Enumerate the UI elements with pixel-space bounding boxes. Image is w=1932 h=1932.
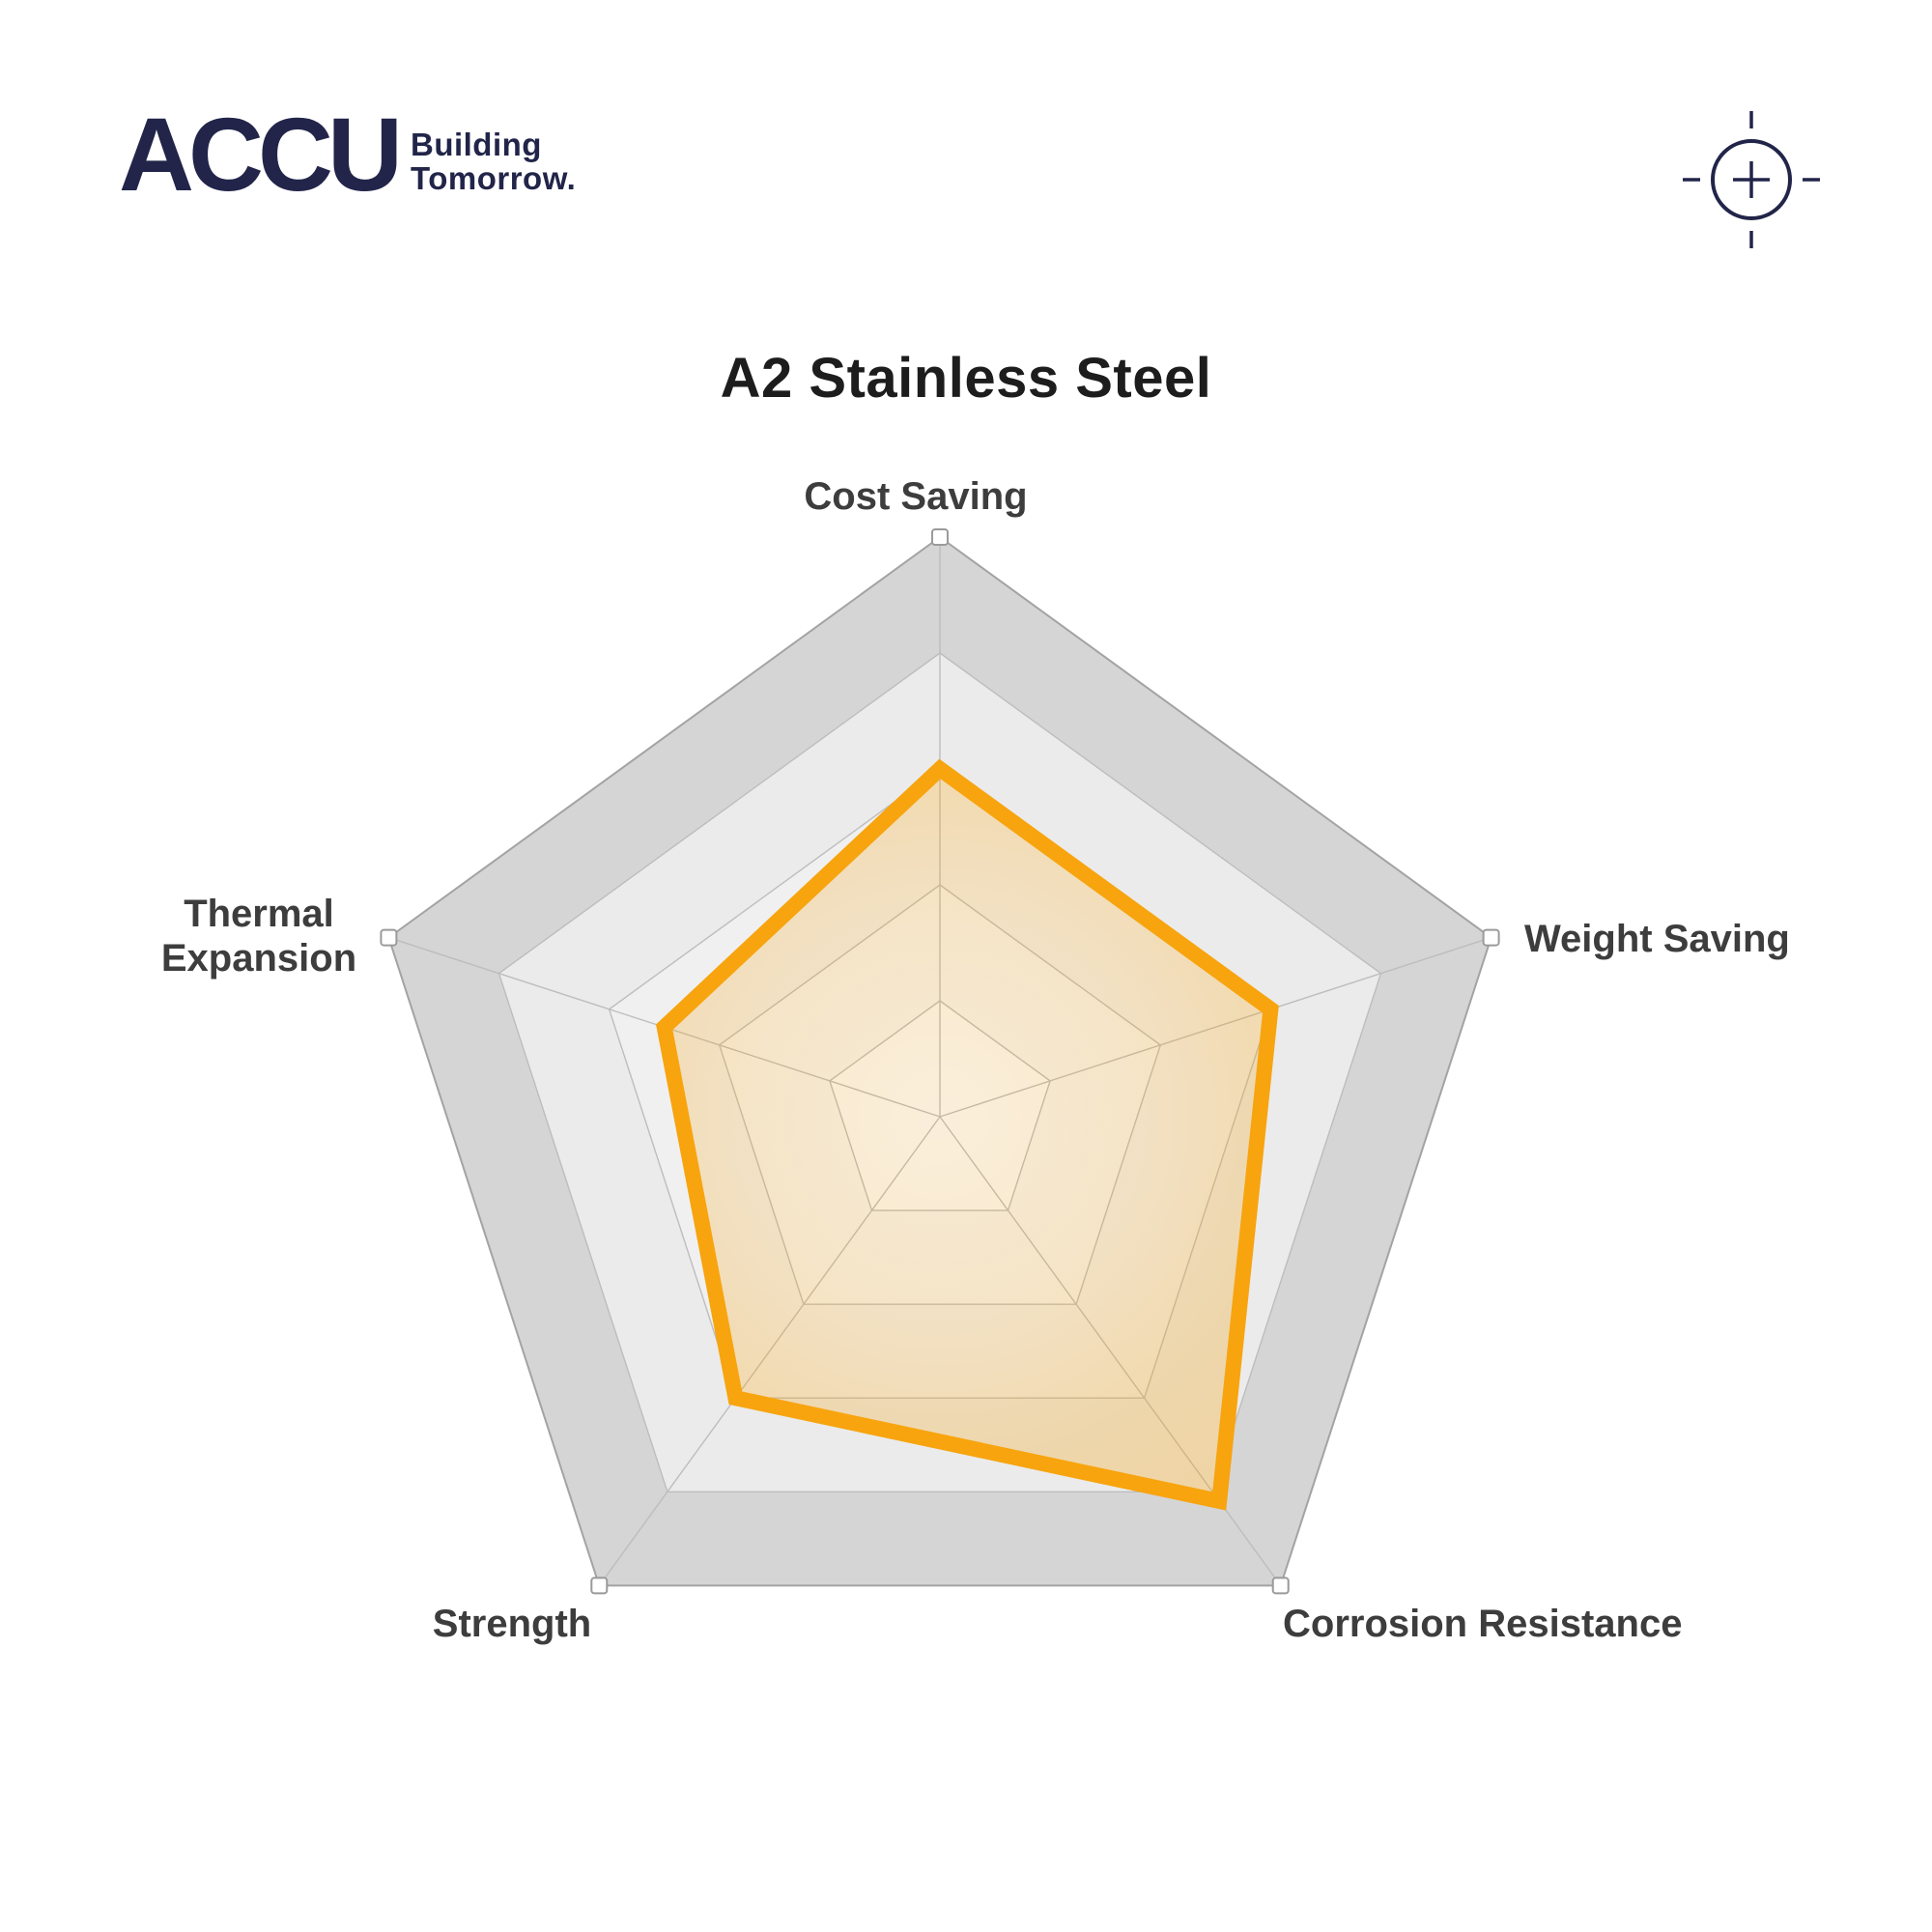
- axis-label-strength: Strength: [432, 1603, 592, 1645]
- accu-logo-tagline-line2: Tomorrow.: [410, 160, 577, 196]
- accu-logo: ACCU Building Tomorrow.: [119, 96, 576, 213]
- axis-label-cost-saving: Cost Saving: [804, 475, 1028, 518]
- accu-logo-tagline-line1: Building: [410, 127, 542, 162]
- axis-label-thermal-expansion: Thermal Expansion: [160, 893, 357, 980]
- axis-vertex-marker: [1482, 928, 1500, 947]
- axis-vertex-marker: [590, 1577, 609, 1595]
- crosshair-icon: [1683, 111, 1820, 248]
- axis-vertex-marker: [380, 928, 398, 947]
- radar-data-polygon: [656, 758, 1279, 1511]
- axis-label-corrosion-resistance: Corrosion Resistance: [1283, 1603, 1683, 1645]
- accu-logo-tagline: Building Tomorrow.: [411, 128, 576, 195]
- accu-logo-wordmark: ACCU: [119, 96, 403, 213]
- axis-vertex-marker: [931, 528, 949, 546]
- axis-label-weight-saving: Weight Saving: [1524, 918, 1790, 960]
- axis-vertex-marker: [1271, 1577, 1290, 1595]
- chart-title: A2 Stainless Steel: [720, 347, 1212, 410]
